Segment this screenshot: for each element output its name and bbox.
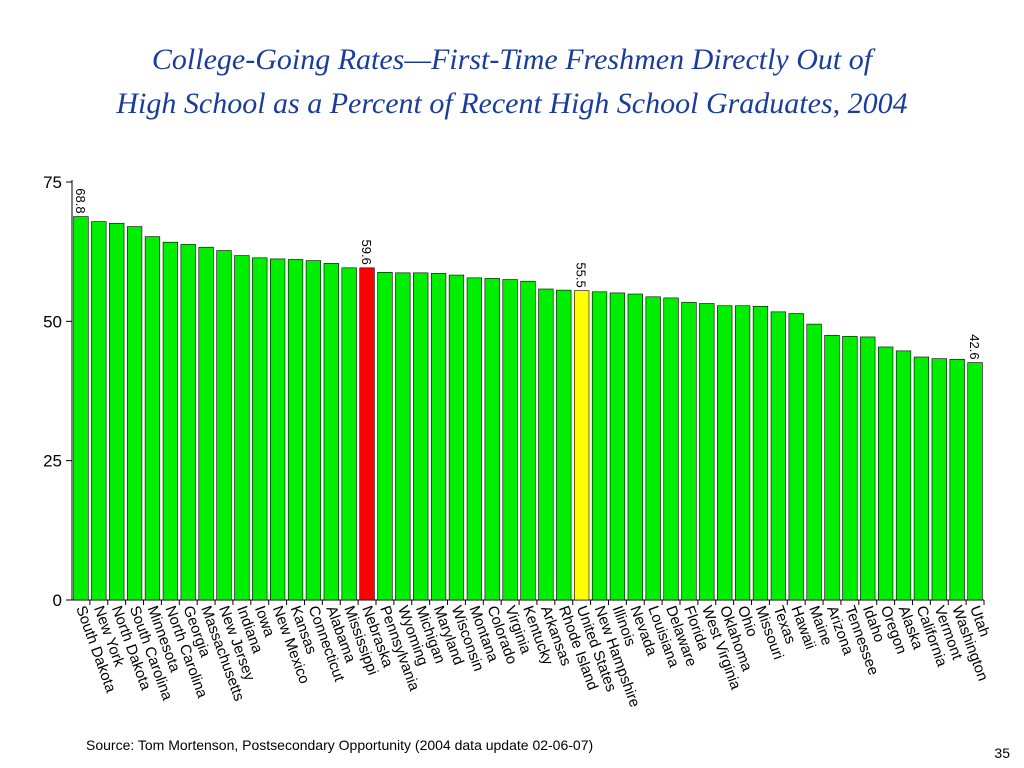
bar xyxy=(842,336,858,601)
data-label: 55.5 xyxy=(574,262,589,287)
y-tick-label: 75 xyxy=(43,173,62,192)
bar xyxy=(913,356,930,601)
bar xyxy=(216,250,232,601)
bar xyxy=(466,277,482,601)
bar xyxy=(770,311,786,601)
chart-title: College-Going Rates—First-Time Freshmen … xyxy=(0,38,1024,126)
bar xyxy=(609,292,626,601)
bar xyxy=(574,290,590,601)
data-label: 59.6 xyxy=(359,240,374,265)
bar xyxy=(323,263,339,601)
bar xyxy=(931,358,947,601)
bar xyxy=(198,246,214,601)
bar xyxy=(627,293,643,601)
chart-title-line-2: High School as a Percent of Recent High … xyxy=(116,87,908,120)
data-label: 42.6 xyxy=(967,334,982,359)
y-tick-label: 25 xyxy=(43,452,62,471)
bar xyxy=(287,259,304,601)
bar xyxy=(484,278,500,601)
bar xyxy=(895,350,912,601)
bar xyxy=(73,216,89,601)
bar xyxy=(413,272,429,601)
bar xyxy=(144,236,161,601)
data-label: 68.8 xyxy=(73,188,88,213)
bar xyxy=(448,274,465,601)
bar xyxy=(556,289,572,601)
bar xyxy=(359,267,375,601)
bar xyxy=(717,305,733,601)
bar xyxy=(878,346,894,601)
bar xyxy=(681,302,697,601)
bar xyxy=(126,226,143,601)
source-note: Source: Tom Mortenson, Postsecondary Opp… xyxy=(86,737,594,753)
bar xyxy=(341,267,357,601)
bar xyxy=(824,334,840,601)
bar xyxy=(663,297,679,601)
bar xyxy=(860,336,876,601)
bar xyxy=(734,305,751,601)
page-number: 35 xyxy=(994,745,1010,761)
bar xyxy=(91,221,107,601)
bar xyxy=(502,279,518,601)
y-tick-label: 0 xyxy=(53,591,62,610)
bar xyxy=(162,241,178,601)
y-tick-label: 50 xyxy=(43,312,62,331)
bar xyxy=(538,288,554,601)
bar xyxy=(699,303,715,601)
bar xyxy=(645,296,661,601)
bar xyxy=(377,271,393,601)
bar xyxy=(788,313,804,601)
bar xyxy=(430,273,447,601)
bar xyxy=(305,260,322,601)
bar xyxy=(752,305,769,601)
bar xyxy=(109,222,125,601)
bar xyxy=(591,291,608,601)
bar xyxy=(252,257,268,601)
bar xyxy=(949,358,965,601)
bar xyxy=(806,323,822,601)
bar xyxy=(180,244,196,601)
bar xyxy=(520,280,536,601)
chart-title-line-1: College-Going Rates—First-Time Freshmen … xyxy=(151,43,873,76)
bar xyxy=(395,272,411,601)
bar xyxy=(967,362,983,601)
bar xyxy=(234,255,250,601)
bar xyxy=(270,258,286,601)
